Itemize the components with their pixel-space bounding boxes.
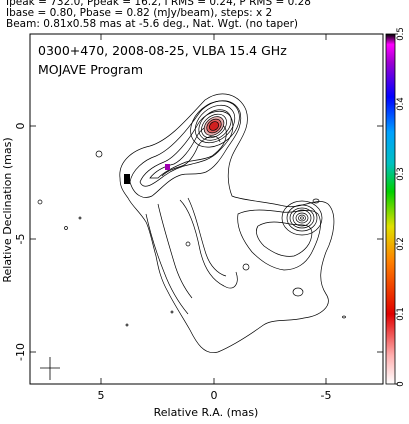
colorbar [385,33,396,385]
header-line3: Beam: 0.81x0.58 mas at -5.6 deg., Nat. W… [6,18,299,30]
colorbar-tick-label: 0.5 [396,27,406,41]
colorbar-tick-label: 0 [396,381,406,386]
colorbar-tick-label: 0.2 [396,237,406,251]
plot-frame [29,33,384,385]
header-line2: Ibase = 0.80, Pbase = 0.82 (mJy/beam), s… [6,7,273,19]
y-tick-label-0: 0 [14,123,27,130]
colorbar-ticks: 0 0.1 0.2 0.3 0.4 0.5 [395,27,406,387]
contour-map [37,93,346,380]
y-tick-label-2: -10 [14,343,27,361]
colorbar-tick-label: 0.1 [396,307,406,321]
chart-subtitle: MOJAVE Program [38,62,143,77]
y-tick-label-1: -5 [14,234,27,245]
x-tick-label-1: 0 [211,389,218,402]
y-axis-label: Relative Declination (mas) [1,137,14,282]
x-tick-label-0: 5 [98,389,105,402]
colorbar-tick-label: 0.3 [396,167,406,181]
chart-title: 0300+470, 2008-08-25, VLBA 15.4 GHz [38,43,287,58]
x-axis-label: Relative R.A. (mas) [154,406,259,419]
header-line1: Ipeak = 732.0, Ppeak = 16.2, I RMS = 0.2… [6,0,311,8]
axis-ticks [30,34,383,384]
colorbar-tick-label: 0.4 [396,97,406,111]
x-tick-label-2: -5 [321,389,332,402]
